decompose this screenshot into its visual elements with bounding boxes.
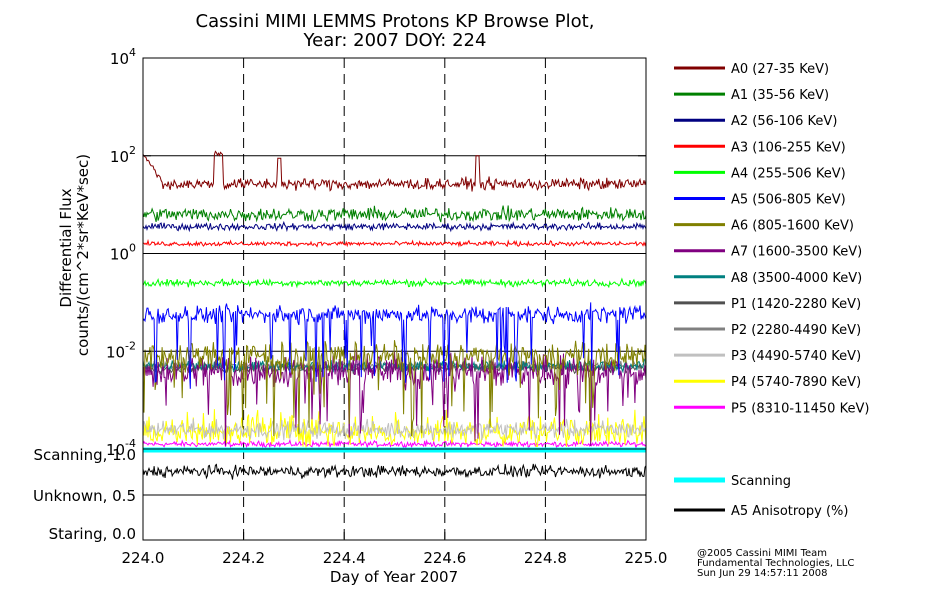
y-axis-label-2: counts/(cm^2*sr*KeV*sec): [74, 154, 92, 356]
legend-label: A1 (35-56 KeV): [731, 88, 829, 103]
x-tick-label: 224.8: [524, 549, 567, 567]
legend-label: A2 (56-106 KeV): [731, 114, 837, 129]
x-tick-label: 225.0: [625, 549, 668, 567]
y-tick-label: 10-4: [106, 437, 136, 459]
credit-line-3: Sun Jun 29 14:57:11 2008: [697, 568, 827, 579]
series-layer: [142, 150, 647, 480]
mode-label: Scanning, 1.0: [33, 446, 136, 464]
series-line-a3: [142, 238, 647, 248]
series-line-a2: [142, 220, 647, 233]
x-tick-label: 224.0: [122, 549, 165, 567]
series-line-a1: [142, 205, 647, 223]
chart-title: Cassini MIMI LEMMS Protons KP Browse Plo…: [196, 11, 595, 32]
series-line-a5: [142, 302, 647, 389]
legend: A0 (27-35 KeV) A1 (35-56 KeV) A2 (56-106 K…: [674, 62, 869, 519]
legend-label: P5 (8310-11450 KeV): [731, 401, 869, 416]
x-tick-label: 224.4: [323, 549, 366, 567]
x-axis-label: Day of Year 2007: [330, 568, 458, 586]
x-ticks: 224.0 224.2 224.4 224.6 224.8 225.0: [122, 532, 668, 567]
anisotropy-line: [142, 463, 647, 480]
legend-label: A0 (27-35 KeV): [731, 62, 829, 77]
y-ticks: 104 102 100 10-2 10-4: [106, 46, 646, 459]
legend-label: P1 (1420-2280 KeV): [731, 297, 861, 312]
legend-label: A5 (506-805 KeV): [731, 193, 846, 208]
y-tick-label: 102: [110, 144, 136, 166]
y-tick-label: 100: [110, 242, 136, 264]
mode-label: Unknown, 0.5: [33, 487, 136, 505]
legend-label: Scanning: [731, 474, 791, 489]
legend-label: A7 (1600-3500 KeV): [731, 245, 862, 260]
legend-label: A4 (255-506 KeV): [731, 166, 846, 181]
mode-labels: Scanning, 1.0 Unknown, 0.5 Staring, 0.0: [33, 446, 136, 543]
series-line-a4: [142, 277, 647, 289]
legend-label: A8 (3500-4000 KeV): [731, 271, 862, 286]
x-tick-label: 224.2: [222, 549, 265, 567]
legend-label: P2 (2280-4490 KeV): [731, 323, 861, 338]
x-tick-label: 224.6: [423, 549, 466, 567]
y-tick-label: 10-2: [106, 339, 136, 361]
series-line-a6: [142, 339, 647, 437]
legend-label: A5 Anisotropy (%): [731, 504, 848, 519]
mode-label: Staring, 0.0: [49, 525, 136, 543]
legend-label: P3 (4490-5740 KeV): [731, 349, 861, 364]
grid: [143, 57, 646, 540]
legend-label: P4 (5740-7890 KeV): [731, 375, 861, 390]
credit-line-2: Fundamental Technologies, LLC: [697, 558, 854, 569]
y-axis-label-1: Differential Flux: [57, 188, 75, 307]
credit-line-1: @2005 Cassini MIMI Team: [697, 548, 827, 559]
chart-subtitle: Year: 2007 DOY: 224: [303, 30, 487, 51]
legend-label: A6 (805-1600 KeV): [731, 219, 854, 234]
series-line-a0: [142, 150, 647, 192]
series-line-p3: [142, 418, 647, 441]
y-tick-label: 104: [110, 46, 136, 68]
legend-label: A3 (106-255 KeV): [731, 140, 846, 155]
plot-frames: [142, 57, 647, 541]
mode-panel-frame: [142, 448, 647, 541]
